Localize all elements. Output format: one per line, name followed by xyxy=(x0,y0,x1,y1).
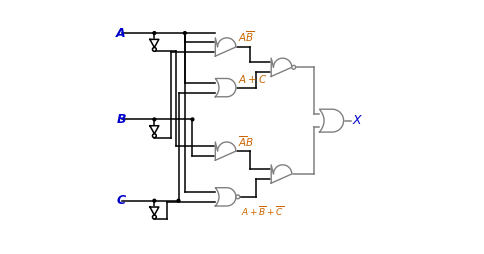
Polygon shape xyxy=(150,207,159,215)
Circle shape xyxy=(153,118,156,121)
Text: C: C xyxy=(116,194,125,207)
Circle shape xyxy=(153,32,156,35)
Polygon shape xyxy=(150,126,159,134)
Circle shape xyxy=(152,47,156,51)
Polygon shape xyxy=(319,109,344,132)
Polygon shape xyxy=(215,38,236,56)
Polygon shape xyxy=(271,58,292,76)
Text: A: A xyxy=(116,26,126,40)
Polygon shape xyxy=(215,78,236,97)
Circle shape xyxy=(191,118,194,121)
Text: B: B xyxy=(116,113,126,126)
Text: $A + C$: $A + C$ xyxy=(238,73,268,85)
Polygon shape xyxy=(215,142,236,160)
Circle shape xyxy=(236,195,240,199)
Circle shape xyxy=(292,66,296,69)
Circle shape xyxy=(153,199,156,202)
Circle shape xyxy=(183,32,186,35)
Circle shape xyxy=(152,215,156,219)
Circle shape xyxy=(152,134,156,138)
Circle shape xyxy=(177,199,180,202)
Text: $\overline{A}B$: $\overline{A}B$ xyxy=(238,134,254,149)
Polygon shape xyxy=(150,39,159,47)
Text: $A\overline{B}$: $A\overline{B}$ xyxy=(238,30,255,44)
Polygon shape xyxy=(215,188,236,206)
Polygon shape xyxy=(271,165,292,183)
Text: $A + \overline{B} + \overline{C}$: $A + \overline{B} + \overline{C}$ xyxy=(241,204,284,218)
Text: $X$: $X$ xyxy=(352,114,363,127)
